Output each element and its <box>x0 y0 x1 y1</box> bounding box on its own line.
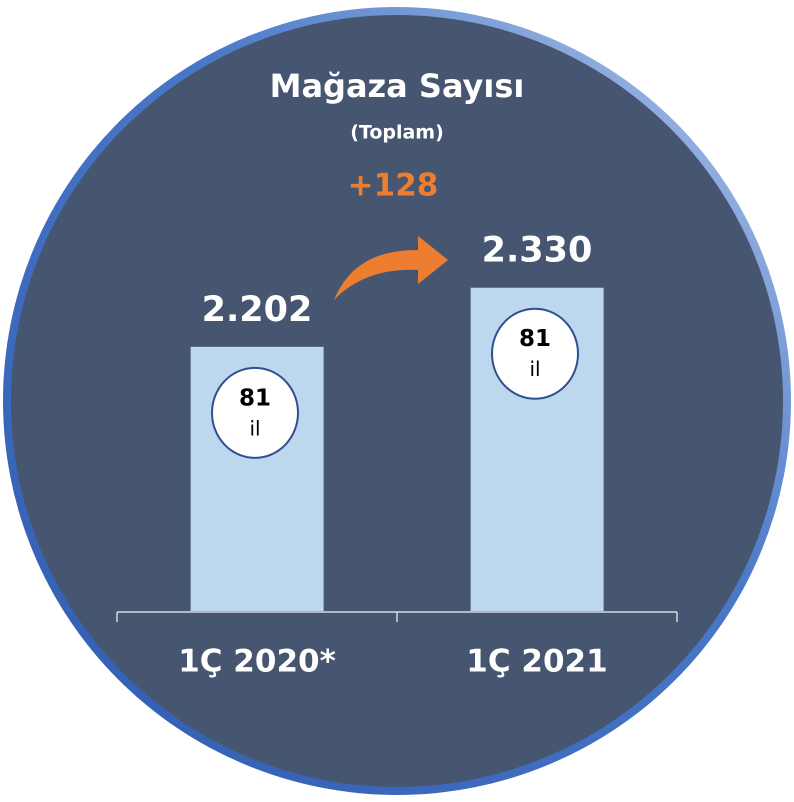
badge-number: 81 <box>239 385 271 411</box>
badge-number: 81 <box>519 326 551 352</box>
value-label: 2.202 <box>202 290 313 330</box>
arrow <box>334 236 448 300</box>
badge-unit: il <box>249 416 260 440</box>
annotation: +128 <box>348 168 439 204</box>
value-label: 2.330 <box>482 231 593 271</box>
badge-unit: il <box>529 357 540 381</box>
chart-title: Mağaza Sayısı <box>270 67 525 105</box>
chart-subtitle: (Toplam) <box>350 122 444 144</box>
badge <box>211 366 299 459</box>
badge <box>491 307 579 400</box>
x-tick-label: 1Ç 2021 <box>466 644 607 680</box>
x-tick-label: 1Ç 2020* <box>178 644 336 680</box>
